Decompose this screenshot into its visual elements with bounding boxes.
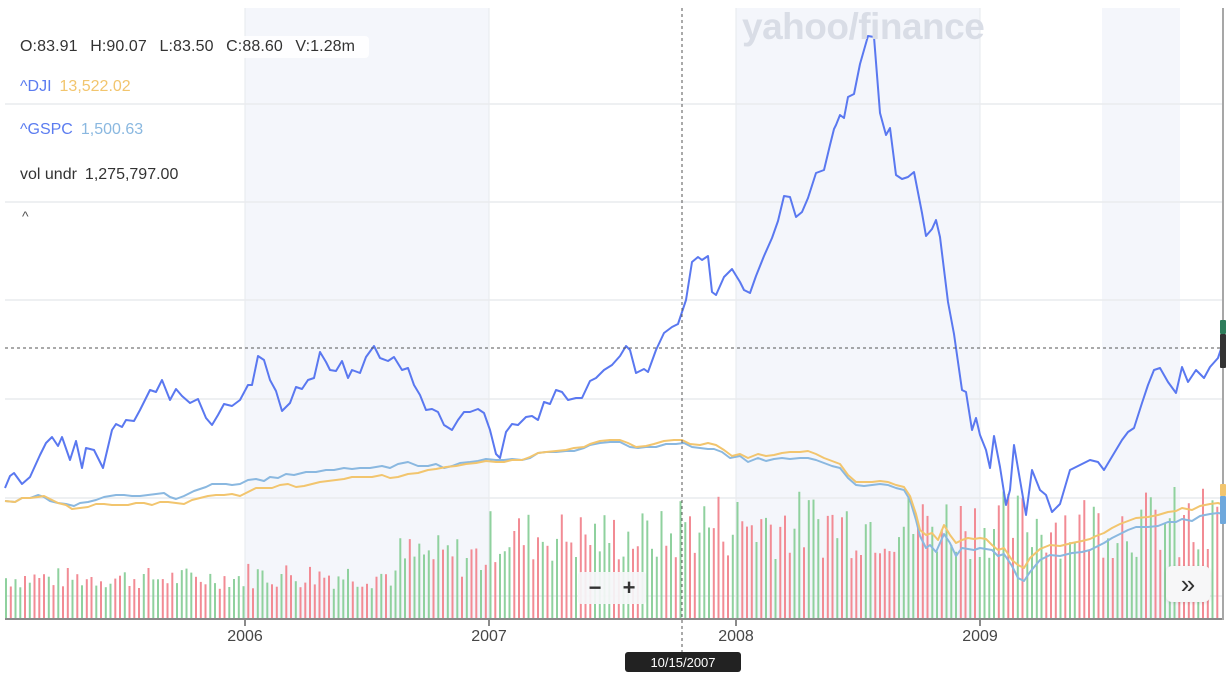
gspc-line <box>4 441 1225 582</box>
ohlc-legend: O:83.91 H:90.07 L:83.50 C:88.60 V:1.28m <box>20 36 370 58</box>
crosshair-date-badge: 10/15/2007 <box>625 652 741 672</box>
shaded-bands <box>245 8 1180 620</box>
x-tick-2009: 2009 <box>962 628 998 645</box>
legend-gspc[interactable]: ^GSPC 1,500.63 <box>20 121 143 139</box>
open-value: O:83.91 <box>20 38 78 55</box>
legend-dji[interactable]: ^DJI 13,522.02 <box>20 78 131 96</box>
vol-value: 1,275,797.00 <box>84 166 179 183</box>
yahoo-finance-watermark: yahoo/finance <box>742 6 985 47</box>
horizontal-gridlines <box>5 103 1222 597</box>
x-ticks <box>244 619 981 626</box>
close-value: C:88.60 <box>226 38 283 55</box>
dji-line <box>4 439 1225 569</box>
low-value: L:83.50 <box>159 38 214 55</box>
dji-value: 13,522.02 <box>59 78 131 95</box>
volume-value: V:1.28m <box>295 38 356 55</box>
legend-volume: vol undr 1,275,797.00 <box>20 166 178 184</box>
vol-label: vol undr <box>20 166 77 183</box>
zoom-in-button[interactable]: + <box>622 575 636 600</box>
collapse-legend-button[interactable]: ^ <box>22 208 29 224</box>
x-tick-2007: 2007 <box>471 628 507 645</box>
gspc-symbol[interactable]: ^GSPC <box>20 121 73 138</box>
zoom-controls: − + <box>578 572 646 604</box>
zoom-out-button[interactable]: − <box>588 575 602 600</box>
main-price-line <box>4 35 1225 516</box>
vertical-gridlines <box>244 8 981 620</box>
x-tick-2006: 2006 <box>227 628 263 645</box>
crosshair <box>5 8 1222 656</box>
y-axis-markers <box>1220 320 1226 524</box>
high-value: H:90.07 <box>90 38 147 55</box>
dji-symbol[interactable]: ^DJI <box>20 78 52 95</box>
x-tick-2008: 2008 <box>718 628 754 645</box>
scroll-right-button[interactable]: » <box>1166 566 1210 602</box>
gspc-value: 1,500.63 <box>80 121 144 138</box>
